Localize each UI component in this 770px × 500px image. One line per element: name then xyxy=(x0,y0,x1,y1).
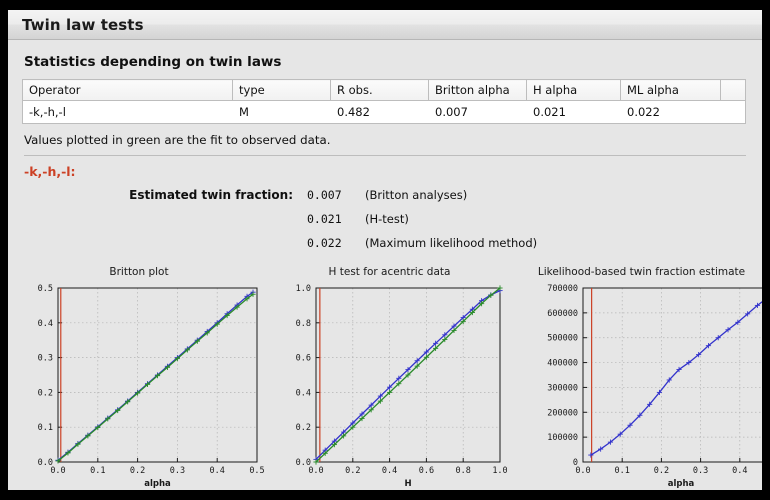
svg-text:0.4: 0.4 xyxy=(296,388,311,398)
svg-text:0.3: 0.3 xyxy=(693,466,708,476)
svg-text:0.1: 0.1 xyxy=(615,466,630,476)
column-header-r-obs[interactable]: R obs. xyxy=(330,79,429,101)
svg-text:0.3: 0.3 xyxy=(170,466,185,476)
svg-text:0: 0 xyxy=(573,458,578,468)
svg-text:0.2: 0.2 xyxy=(38,388,53,398)
svg-text:0.6: 0.6 xyxy=(419,466,434,476)
svg-text:300000: 300000 xyxy=(547,383,578,393)
svg-text:0.1: 0.1 xyxy=(90,466,105,476)
svg-text:0.4: 0.4 xyxy=(382,466,397,476)
estimate-row: 0.021 (H-test) xyxy=(22,212,748,236)
operator-label: -k,-h,-l: xyxy=(24,164,76,179)
estimate-value-ml: 0.022 xyxy=(307,236,342,250)
plots-row: Britton plot 0.0 0.1 0.2 0.3 0.4 0.5 0.0 0.1 0.2… xyxy=(22,266,762,490)
svg-text:0.0: 0.0 xyxy=(575,466,590,476)
chart-h-test: H test for acentric data 0.0 0.2 0.4 0.6 0.8… xyxy=(272,266,508,490)
svg-text:0.5: 0.5 xyxy=(249,466,264,476)
window-title-bar: Twin law tests xyxy=(8,10,762,40)
column-header-spacer xyxy=(720,79,746,101)
svg-text:600000: 600000 xyxy=(547,309,578,319)
svg-text:0.8: 0.8 xyxy=(296,319,311,329)
svg-text:0.3: 0.3 xyxy=(38,354,53,364)
estimate-row: 0.022 (Maximum likelihood method) xyxy=(22,236,748,260)
svg-text:0.4: 0.4 xyxy=(732,466,747,476)
chart-title-likelihood: Likelihood-based twin fraction estimate xyxy=(537,266,746,278)
svg-text:0.0: 0.0 xyxy=(308,466,323,476)
column-header-britton-alpha[interactable]: Britton alpha xyxy=(428,79,527,101)
panel-content: Statistics depending on twin laws Operat… xyxy=(8,40,762,490)
estimated-twin-fraction-block: Estimated twin fraction: 0.007 (Britton … xyxy=(22,188,748,260)
cell-operator: -k,-h,-l xyxy=(22,100,233,124)
table-row[interactable]: -k,-h,-l M 0.482 0.007 0.021 0.022 xyxy=(22,100,746,124)
svg-text:alpha: alpha xyxy=(668,479,695,489)
svg-text:0.2: 0.2 xyxy=(345,466,360,476)
cell-spacer xyxy=(720,100,746,124)
twin-law-tests-panel: Twin law tests Statistics depending on t… xyxy=(8,10,762,490)
svg-text:100000: 100000 xyxy=(547,433,578,443)
svg-text:0.2: 0.2 xyxy=(654,466,669,476)
svg-text:1.0: 1.0 xyxy=(492,466,507,476)
chart-likelihood: Likelihood-based twin fraction estimate … xyxy=(507,266,762,490)
estimate-row: Estimated twin fraction: 0.007 (Britton … xyxy=(22,188,748,212)
svg-text:0.2: 0.2 xyxy=(130,466,145,476)
svg-text:500000: 500000 xyxy=(547,334,578,344)
chart-title-h-test: H test for acentric data xyxy=(328,266,451,278)
estimate-desc-ml: (Maximum likelihood method) xyxy=(365,236,538,250)
estimate-desc-htest: (H-test) xyxy=(365,212,409,226)
page-title: Twin law tests xyxy=(22,15,144,34)
svg-text:0.2: 0.2 xyxy=(296,423,311,433)
svg-text:0.0: 0.0 xyxy=(38,458,53,468)
chart-canvas-h-test: 0.0 0.2 0.4 0.6 0.8 1.0 0.0 0.2 0.4 0.6 0.8 1.0 H xyxy=(296,284,508,489)
chart-canvas-likelihood: 0.00.10.20.30.40.50100000200000300000400… xyxy=(547,284,762,489)
cell-ml-alpha: 0.022 xyxy=(620,100,721,124)
column-header-ml-alpha[interactable]: ML alpha xyxy=(620,79,721,101)
svg-text:0.4: 0.4 xyxy=(210,466,225,476)
green-fit-note: Values plotted in green are the fit to o… xyxy=(24,133,331,147)
column-header-h-alpha[interactable]: H alpha xyxy=(526,79,621,101)
svg-text:700000: 700000 xyxy=(547,284,578,294)
estimated-twin-fraction-label: Estimated twin fraction: xyxy=(129,188,293,202)
cell-r-obs: 0.482 xyxy=(330,100,429,124)
svg-text:0.5: 0.5 xyxy=(38,284,53,294)
chart-title-britton: Britton plot xyxy=(109,266,169,278)
table-header-row: Operator type R obs. Britton alpha H alp… xyxy=(22,79,746,101)
svg-text:0.6: 0.6 xyxy=(296,354,311,364)
svg-text:alpha: alpha xyxy=(144,479,171,489)
svg-text:1.0: 1.0 xyxy=(296,284,311,294)
chart-canvas-britton: 0.0 0.1 0.2 0.3 0.4 0.5 0.0 0.1 0.2 0.3 0.4 0.5 alph… xyxy=(38,284,265,489)
svg-text:0.1: 0.1 xyxy=(38,423,53,433)
cell-britton-alpha: 0.007 xyxy=(428,100,527,124)
twin-law-statistics-table: Operator type R obs. Britton alpha H alp… xyxy=(22,79,746,124)
cell-type: M xyxy=(232,100,331,124)
estimate-value-britton: 0.007 xyxy=(307,188,342,202)
section-heading: Statistics depending on twin laws xyxy=(24,54,282,70)
svg-text:H: H xyxy=(404,479,411,489)
svg-text:200000: 200000 xyxy=(547,408,578,418)
svg-text:0.8: 0.8 xyxy=(456,466,471,476)
svg-text:0.0: 0.0 xyxy=(296,458,311,468)
column-header-operator[interactable]: Operator xyxy=(22,79,233,101)
svg-text:0.0: 0.0 xyxy=(50,466,65,476)
estimate-desc-britton: (Britton analyses) xyxy=(365,188,468,202)
column-header-type[interactable]: type xyxy=(232,79,331,101)
svg-text:400000: 400000 xyxy=(547,359,578,369)
svg-text:0.4: 0.4 xyxy=(38,319,53,329)
cell-h-alpha: 0.021 xyxy=(526,100,621,124)
chart-britton-plot: Britton plot 0.0 0.1 0.2 0.3 0.4 0.5 0.0 0.1 0.2… xyxy=(14,266,265,490)
section-divider xyxy=(24,155,746,156)
estimate-value-htest: 0.021 xyxy=(307,212,342,226)
